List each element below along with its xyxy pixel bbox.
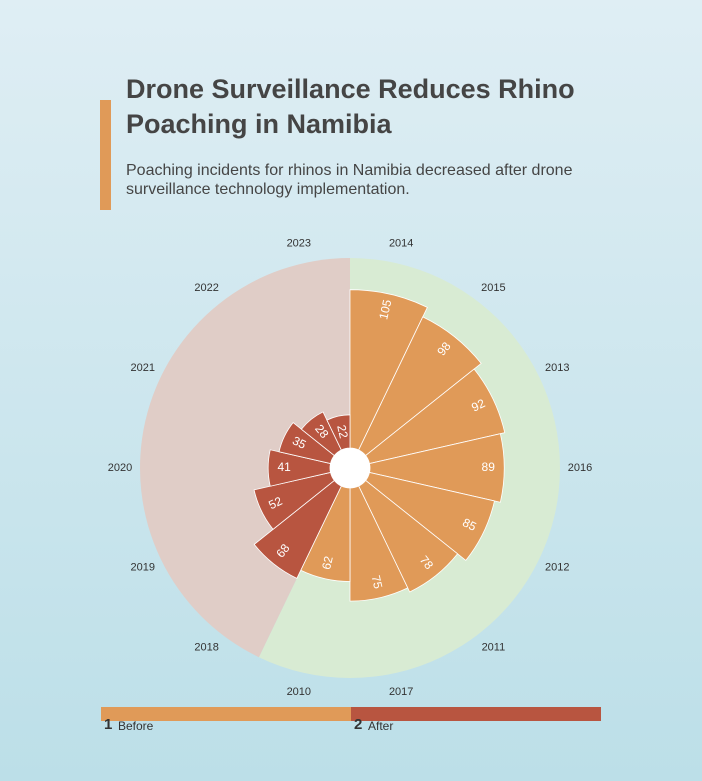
category-label: 2010	[287, 686, 311, 698]
category-label: 2013	[545, 362, 569, 374]
value-label: 22	[334, 424, 351, 440]
legend-swatch	[101, 707, 351, 721]
category-label: 2011	[482, 642, 506, 654]
legend-label: After	[368, 719, 393, 733]
value-label: 35	[290, 433, 308, 452]
chart-subtitle: Poaching incidents for rhinos in Namibia…	[126, 162, 573, 198]
category-label: 2018	[194, 642, 218, 654]
value-label: 92	[469, 396, 487, 415]
category-label: 2017	[389, 686, 413, 698]
category-label: 2015	[481, 282, 505, 294]
legend-swatch	[351, 707, 601, 721]
title-accent	[100, 100, 111, 210]
value-label: 62	[319, 554, 336, 570]
legend-key: 1	[104, 716, 112, 733]
category-label: 2021	[131, 362, 155, 374]
category-label: 2020	[108, 462, 132, 474]
value-label: 52	[266, 494, 284, 513]
category-label: 2014	[389, 238, 413, 250]
center-hole	[330, 448, 370, 488]
category-label: 2022	[194, 282, 218, 294]
value-label: 85	[460, 515, 478, 534]
value-label: 41	[277, 460, 291, 474]
value-label: 105	[376, 298, 394, 321]
category-label: 2012	[545, 562, 569, 574]
category-label: 2016	[568, 462, 592, 474]
category-label: 2019	[131, 562, 155, 574]
value-label: 75	[369, 574, 386, 590]
category-label: 2023	[287, 238, 311, 250]
value-label: 89	[482, 460, 496, 474]
legend-key: 2	[354, 716, 362, 733]
chart-title: Drone Surveillance Reduces Rhino Poachin…	[126, 74, 575, 139]
legend-label: Before	[118, 719, 154, 733]
